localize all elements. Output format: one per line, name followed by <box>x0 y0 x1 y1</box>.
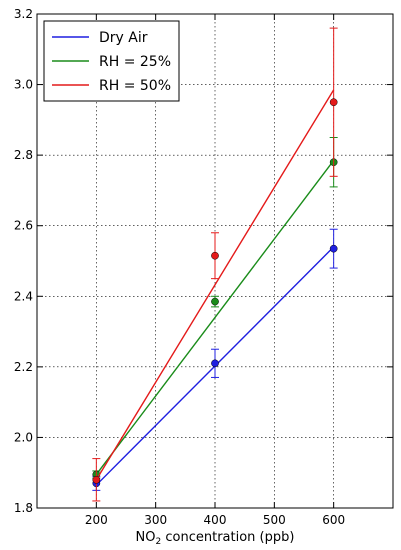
y-tick-label: 3.0 <box>14 78 33 92</box>
y-tick-label: 2.2 <box>14 360 33 374</box>
data-point <box>211 251 219 260</box>
data-point <box>211 359 219 368</box>
legend-label: RH = 25% <box>99 54 171 70</box>
series-0 <box>92 228 338 491</box>
data-point <box>211 297 219 306</box>
y-tick-label: 3.2 <box>14 7 33 21</box>
x-tick-label: 400 <box>204 513 227 527</box>
x-axis-label-main: NO <box>136 530 156 545</box>
data-point <box>92 475 101 484</box>
x-axis-label: NO2 concentration (ppb) <box>136 530 295 547</box>
fit-line <box>95 89 335 481</box>
x-axis-label-subscript: 2 <box>156 537 162 547</box>
x-tick-label: 300 <box>144 513 167 527</box>
x-tick-label: 600 <box>322 513 345 527</box>
y-tick-label: 2.6 <box>14 219 33 233</box>
legend-label: Dry Air <box>99 30 148 46</box>
x-tick-label: 500 <box>263 513 286 527</box>
axis-ticks: 200 300 400 500 600 1.8 2.0 2.2 2.4 2.6 2.8 3.0 3.2 <box>14 7 393 527</box>
y-tick-label: 2.0 <box>14 430 33 444</box>
x-tick-label: 200 <box>85 513 108 527</box>
y-tick-label: 1.8 <box>14 501 33 515</box>
fit-line <box>95 160 335 475</box>
y-tick-label: 2.8 <box>14 148 33 162</box>
data-point <box>329 244 338 253</box>
legend-label: RH = 50% <box>99 78 171 94</box>
data-point <box>329 98 338 107</box>
y-tick-label: 2.4 <box>14 289 33 303</box>
x-axis-label-rest: concentration (ppb) <box>161 530 294 545</box>
series-2 <box>92 27 338 502</box>
series-layer <box>92 27 338 502</box>
legend: Dry Air RH = 25% RH = 50% <box>43 20 180 102</box>
